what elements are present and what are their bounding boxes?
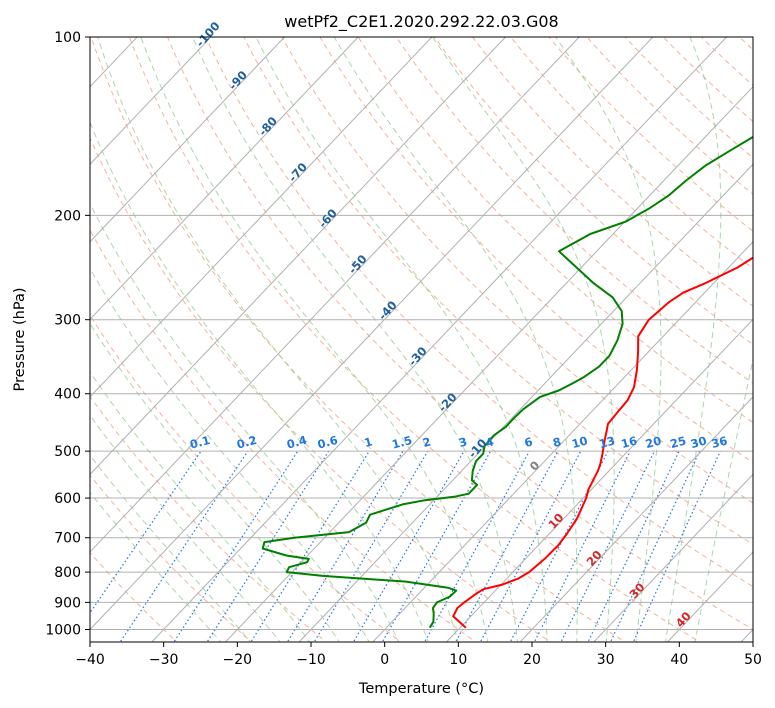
y-tick-label: 500 bbox=[54, 444, 81, 460]
x-tick-label: −20 bbox=[223, 652, 253, 668]
x-tick-label: 50 bbox=[744, 652, 762, 668]
dry-adiabat bbox=[90, 314, 402, 642]
isotherm-gridline bbox=[90, 37, 507, 476]
y-tick-label: 900 bbox=[54, 595, 81, 611]
dewpoint-profile-line bbox=[261, 135, 753, 629]
y-tick-label: 1000 bbox=[45, 623, 81, 639]
moist-adiabat bbox=[90, 202, 400, 642]
dry-adiabat bbox=[510, 37, 753, 270]
mixing-ratio-line bbox=[173, 450, 299, 642]
x-tick-label: −10 bbox=[296, 652, 326, 668]
mixing-ratio-label: 20 bbox=[644, 433, 663, 451]
mixing-ratio-line bbox=[454, 450, 559, 642]
y-tick-label: 200 bbox=[54, 208, 81, 224]
y-tick-label: 400 bbox=[54, 387, 81, 403]
mixing-ratio-label: 16 bbox=[620, 433, 639, 451]
x-tick-label: 30 bbox=[597, 652, 615, 668]
mixing-ratio-line bbox=[533, 450, 631, 642]
dry-adiabat bbox=[90, 474, 253, 642]
mixing-ratio-label: 10 bbox=[570, 433, 589, 451]
y-tick-label: 800 bbox=[54, 565, 81, 581]
isotherm-gridline bbox=[90, 37, 286, 243]
x-tick-label: −40 bbox=[75, 652, 105, 668]
mixing-ratio-line bbox=[119, 450, 249, 642]
x-tick-label: 0 bbox=[380, 652, 389, 668]
mixing-ratio-line bbox=[381, 450, 492, 642]
x-tick-label: 10 bbox=[449, 652, 467, 668]
isotherm-gridline bbox=[372, 241, 753, 642]
x-tick-label: 40 bbox=[670, 652, 688, 668]
mixing-ratio-label: 30 bbox=[689, 433, 708, 451]
isotherm-gridline bbox=[151, 37, 728, 642]
mixing-ratio-label: 1.5 bbox=[390, 433, 413, 452]
y-tick-label: 300 bbox=[54, 313, 81, 329]
isotherm-gridline bbox=[593, 473, 753, 642]
isotherm-gridline bbox=[445, 318, 753, 642]
plot-frame bbox=[89, 36, 754, 643]
dry-adiabat bbox=[167, 37, 753, 631]
mixing-ratio-line bbox=[423, 450, 530, 642]
mixing-ratio-line bbox=[632, 450, 721, 642]
dry-adiabat bbox=[90, 395, 328, 642]
y-tick-label: 100 bbox=[54, 30, 81, 46]
isotherm-gridline bbox=[90, 37, 212, 165]
mixing-ratio-line bbox=[286, 450, 404, 642]
mixing-ratio-label: 3 bbox=[457, 434, 468, 450]
mixing-ratio-label: 2 bbox=[421, 434, 432, 450]
dry-adiabat bbox=[319, 37, 753, 464]
isotherm-gridline bbox=[519, 396, 753, 642]
dry-adiabat bbox=[586, 37, 753, 195]
isotherm-gridline bbox=[90, 37, 359, 321]
mixing-ratio-label: 36 bbox=[710, 433, 729, 451]
dry-adiabat bbox=[281, 37, 753, 504]
y-tick-label: 700 bbox=[54, 531, 81, 547]
isotherm-gridline bbox=[224, 85, 753, 642]
mixing-ratio-line bbox=[90, 450, 202, 614]
mixing-ratio-label: 0.6 bbox=[316, 433, 339, 452]
mixing-ratio-label: 8 bbox=[551, 434, 562, 450]
isotherm-gridline bbox=[90, 37, 654, 631]
mixing-ratio-label: 1 bbox=[363, 434, 374, 450]
mixing-ratio-line bbox=[479, 450, 582, 642]
mixing-ratio-line bbox=[313, 450, 429, 642]
mixing-ratio-label: 25 bbox=[669, 433, 688, 451]
isotherm-gridline bbox=[298, 163, 753, 642]
mixing-ratio-label: 0.2 bbox=[235, 433, 258, 452]
temperature-profile-line bbox=[452, 256, 753, 629]
dry-adiabat bbox=[548, 37, 753, 232]
dry-adiabat bbox=[433, 37, 753, 345]
y-tick-label: 600 bbox=[54, 491, 81, 507]
dry-adiabat bbox=[624, 37, 753, 159]
isotherm-gridline bbox=[90, 37, 433, 398]
x-axis-title: Temperature (°C) bbox=[358, 681, 484, 697]
dry-adiabat bbox=[90, 136, 552, 642]
dry-adiabat bbox=[357, 37, 753, 424]
y-axis-title: Pressure (hPa) bbox=[12, 287, 28, 391]
dry-adiabat bbox=[243, 37, 753, 545]
isotherm-gridline bbox=[90, 37, 580, 553]
mixing-ratio-line bbox=[352, 450, 465, 642]
mixing-ratio-label: 4 bbox=[484, 434, 495, 450]
mixing-ratio-label: 13 bbox=[597, 433, 616, 451]
dry-adiabat bbox=[395, 37, 753, 384]
mixing-ratio-label: 0.1 bbox=[188, 433, 211, 452]
x-tick-label: −30 bbox=[149, 652, 179, 668]
dry-adiabat bbox=[471, 37, 753, 307]
chart-title: wetPf2_C2E1.2020.292.22.03.G08 bbox=[284, 12, 558, 32]
dry-adiabat bbox=[90, 37, 627, 642]
mixing-ratio-label: 6 bbox=[523, 434, 534, 450]
dry-adiabat bbox=[128, 37, 701, 642]
mixing-ratio-label: 0.4 bbox=[285, 433, 308, 452]
moist-adiabat bbox=[90, 267, 370, 642]
x-tick-label: 20 bbox=[523, 652, 541, 668]
